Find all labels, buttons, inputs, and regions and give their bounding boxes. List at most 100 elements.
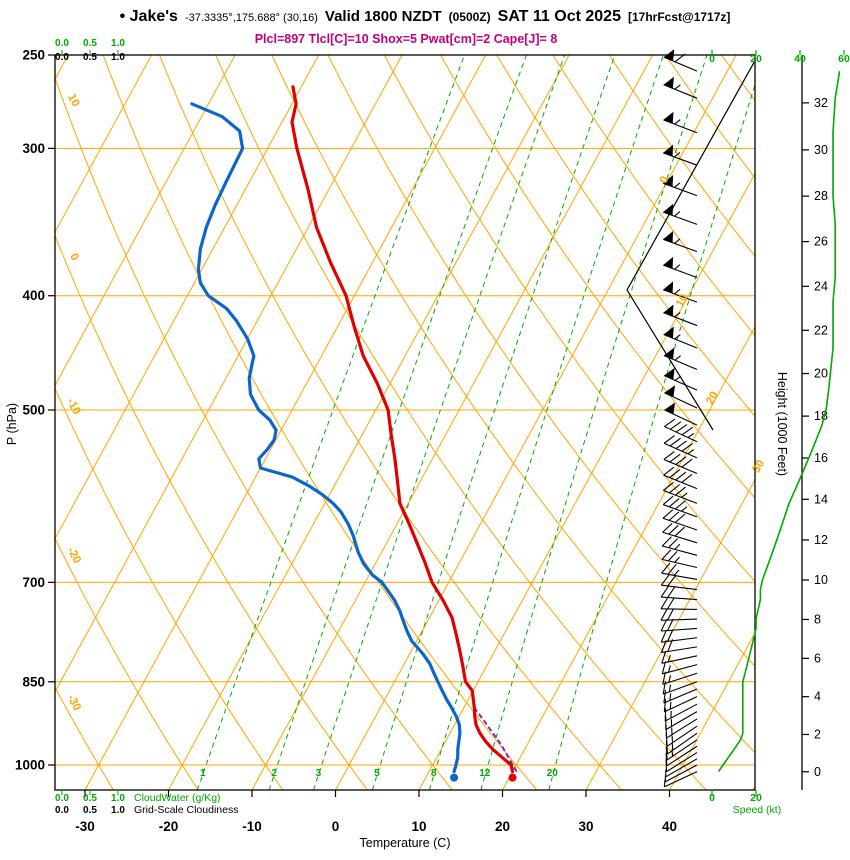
barb-full (660, 619, 668, 632)
wind-barb (666, 718, 698, 739)
wind-barb (664, 764, 698, 783)
speed-tick-label-top: 20 (750, 53, 762, 65)
barb-half (667, 654, 671, 663)
wind-barb (662, 211, 698, 225)
wind-barb (662, 681, 698, 695)
cloudwater-tick-top: 1.0 (111, 38, 125, 49)
barb-half (674, 334, 681, 340)
wind-barb (663, 489, 698, 504)
barb-full (669, 453, 681, 463)
isotherm-line (55, 55, 403, 693)
dry-adiabat-line (102, 55, 538, 790)
barb-half (674, 182, 681, 188)
barb-full (665, 752, 668, 766)
pressure-tick-label: 1000 (15, 758, 45, 773)
mixing-ratio-line (313, 55, 566, 790)
barb-full (663, 481, 674, 491)
wind-barb (663, 354, 698, 371)
barb-full (669, 469, 681, 479)
height-tick-label: 32 (814, 96, 828, 110)
temperature-axis-label: Temperature (C) (360, 836, 451, 850)
barb-pennant (663, 281, 674, 294)
barb-full (661, 549, 672, 560)
barb-full (667, 575, 676, 587)
cloudiness-tick-bottom: 0.0 (55, 805, 69, 816)
isotherm-line (55, 55, 236, 387)
barb-half (674, 238, 681, 244)
temperature-tick-label: -10 (242, 819, 262, 834)
cloudwater-tick-bottom: 1.0 (111, 793, 125, 804)
barb-full (667, 629, 674, 642)
barb-full (669, 421, 682, 430)
barb-full (667, 563, 677, 575)
height-tick-label: 20 (814, 367, 828, 381)
wind-barb (661, 584, 698, 591)
speed-tick-label-top: 0 (709, 53, 715, 65)
barb-half (668, 675, 671, 683)
barb-pennant (664, 367, 675, 380)
pressure-tick-label: 500 (22, 403, 45, 418)
wind-barb (661, 572, 698, 580)
barb-full (668, 497, 680, 508)
barb-pennant (663, 347, 675, 360)
barb-half (681, 492, 688, 498)
wind-barb (666, 752, 698, 773)
wind-barb (664, 703, 698, 722)
barb-pennant (664, 402, 676, 415)
barb-half (671, 743, 674, 751)
speed-tick-label-bottom: 20 (750, 792, 762, 804)
plot-boundary-line (626, 59, 755, 431)
barb-half (669, 701, 672, 710)
barb-full (667, 597, 675, 610)
isotherm-line (669, 632, 755, 790)
wind-barb (666, 725, 698, 747)
wind-barb (662, 531, 698, 544)
wind-barb (667, 732, 698, 755)
barb-full (660, 629, 667, 643)
barb-full (662, 671, 667, 685)
speed-tick-label-bottom: 0 (709, 792, 715, 804)
dry-adiabat-line (55, 686, 114, 790)
wind-barb (662, 238, 698, 253)
wind-barb (662, 504, 698, 518)
sounding-indices: Plcl=897 Tlcl[C]=10 Shox=5 Pwat[cm]=2 Ca… (254, 32, 558, 46)
barb-full (668, 511, 680, 521)
dry-adiabat-line (55, 76, 453, 790)
barb-full (663, 690, 666, 704)
wind-barb (663, 119, 698, 134)
barb-half (674, 288, 681, 295)
mixing-ratio-label: 5 (374, 768, 380, 779)
dry-adiabat-line (55, 234, 368, 790)
barb-half (674, 355, 681, 361)
barb-half (674, 211, 681, 217)
wind-barb (662, 672, 698, 685)
barb-full (675, 500, 686, 510)
plot-frame (54, 54, 756, 791)
temperature-tick-label: 0 (332, 819, 340, 834)
barb-half (681, 506, 688, 512)
barb-full (664, 418, 676, 428)
barb-pennant (663, 304, 674, 317)
surface-temperature-dot (508, 773, 517, 782)
barb-full (660, 640, 667, 653)
isotherm-line (418, 172, 755, 790)
barb-pennant (663, 111, 674, 124)
wind-barb (666, 745, 698, 767)
cloudiness-axis-label: Grid-Scale Cloudiness (134, 804, 238, 816)
dry-adiabat-label: 10 (65, 92, 82, 109)
barb-pennant (663, 256, 674, 269)
mixing-ratio-line (428, 55, 664, 790)
barb-pennant (664, 385, 676, 397)
cloudwater-tick-bottom: 0.0 (55, 793, 69, 804)
wind-barb (662, 517, 698, 531)
barb-pennant (663, 76, 674, 89)
wind-barb (661, 558, 698, 569)
temperature-tick-label: 20 (495, 819, 510, 834)
cloudiness-tick-bottom: 0.5 (83, 805, 97, 816)
height-tick-label: 28 (814, 189, 828, 203)
wind-barb (661, 637, 698, 643)
barb-full (675, 440, 687, 449)
barb-half (674, 556, 680, 563)
dry-adiabat-line (834, 55, 850, 790)
